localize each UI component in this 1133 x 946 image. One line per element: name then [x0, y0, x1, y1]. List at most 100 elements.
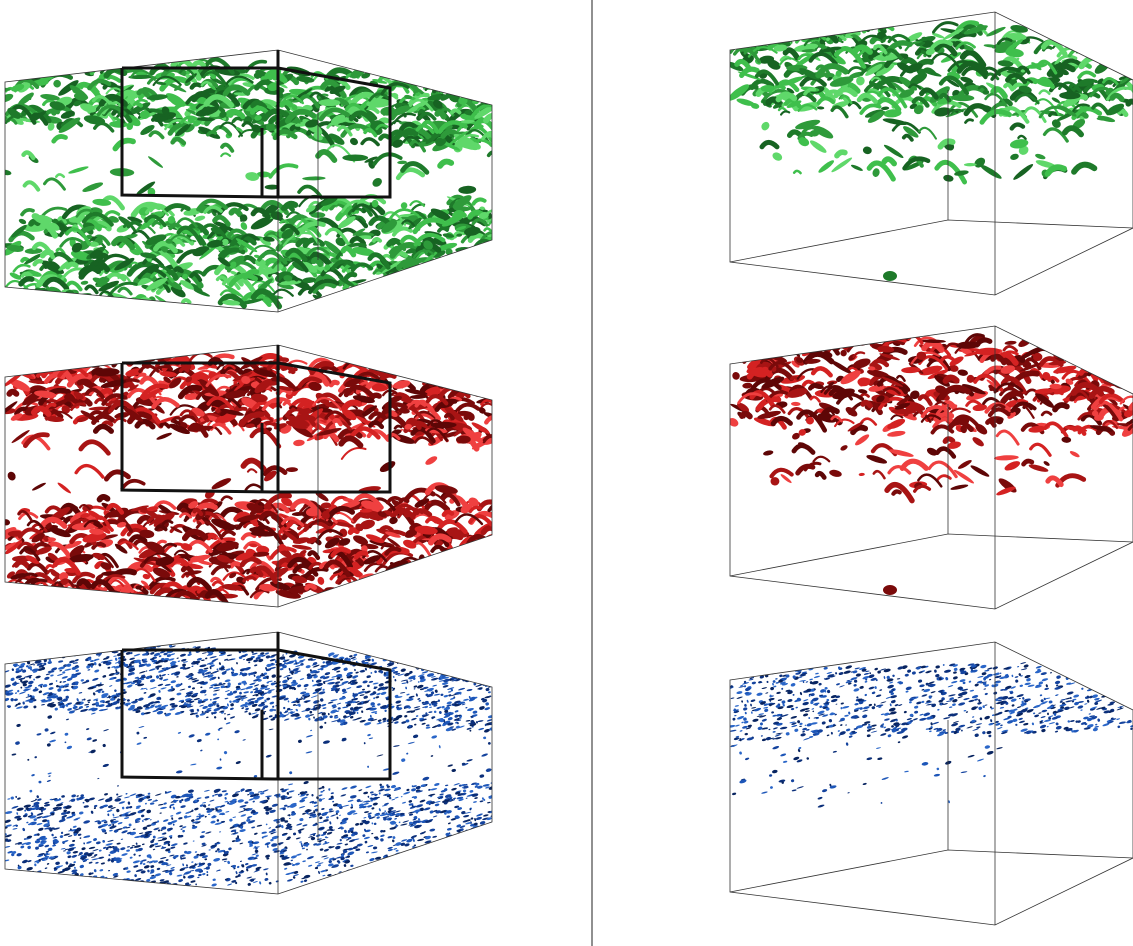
structure [453, 696, 456, 699]
structure [955, 41, 976, 50]
structure [487, 218, 492, 228]
structure [17, 655, 20, 657]
structure [228, 109, 246, 120]
structure [46, 587, 76, 600]
structure [887, 331, 911, 342]
structure [295, 237, 311, 248]
structure [763, 450, 774, 456]
structure [920, 405, 950, 419]
structure [431, 676, 436, 678]
structure [100, 562, 112, 570]
structure [266, 675, 269, 680]
structure [330, 547, 352, 558]
structure [327, 701, 334, 704]
structure [308, 717, 311, 721]
structure [487, 500, 492, 513]
structure [317, 529, 343, 540]
right-panel [729, 11, 1133, 296]
structure [1119, 395, 1133, 405]
structure [217, 676, 220, 680]
structure [920, 67, 937, 76]
structure [820, 406, 840, 418]
structure [266, 697, 271, 701]
structure [881, 156, 897, 167]
structure [99, 296, 121, 307]
structure [974, 157, 986, 168]
structure [41, 704, 45, 706]
structure [17, 639, 20, 641]
structure [1095, 346, 1117, 363]
structure [338, 683, 345, 687]
structure [334, 97, 349, 106]
structure [184, 667, 191, 670]
structure [382, 720, 387, 723]
structure [19, 637, 23, 641]
structure [94, 669, 100, 673]
structure [284, 257, 309, 273]
structure [43, 372, 66, 385]
structure [332, 684, 336, 687]
structure [733, 340, 746, 351]
structure [251, 715, 259, 719]
structure [441, 509, 455, 518]
structure [138, 671, 146, 674]
structure [411, 278, 439, 289]
structure [324, 587, 343, 596]
structure [35, 546, 52, 555]
structure [66, 663, 72, 667]
structure [336, 125, 353, 137]
structure [361, 500, 381, 512]
structure [460, 663, 465, 666]
structure [397, 68, 411, 77]
structure [62, 681, 67, 683]
structure [823, 385, 853, 401]
structure [167, 688, 174, 692]
structure [436, 718, 444, 721]
structure [61, 304, 72, 311]
structure [114, 689, 117, 692]
structure [31, 532, 45, 543]
structure [1005, 72, 1028, 84]
structure [469, 377, 485, 382]
structure [950, 108, 964, 115]
structure [313, 706, 316, 708]
structure [866, 455, 888, 464]
structure [282, 679, 288, 684]
structure [65, 350, 94, 364]
structure [466, 688, 473, 692]
structure [189, 712, 195, 716]
structure [471, 244, 492, 255]
structure [76, 416, 89, 423]
structure [286, 707, 291, 711]
structure [318, 107, 350, 122]
structure [317, 716, 322, 719]
structure [153, 240, 178, 254]
structure [292, 704, 296, 706]
structure [390, 507, 416, 520]
structure [403, 658, 410, 662]
structure [167, 673, 170, 676]
structure [1100, 365, 1110, 374]
structure [210, 227, 223, 235]
structure [74, 681, 78, 683]
structure [224, 679, 231, 683]
structure [1051, 119, 1061, 128]
structure [406, 100, 429, 114]
structure [146, 506, 159, 511]
structure [772, 28, 791, 39]
structure [206, 662, 212, 665]
structure [94, 515, 111, 527]
structure [62, 686, 65, 688]
structure [80, 679, 84, 682]
structure [33, 705, 37, 709]
structure [408, 217, 422, 230]
structure [378, 721, 381, 724]
structure [834, 418, 855, 428]
structure [47, 670, 54, 673]
structure [775, 91, 798, 103]
structure [118, 660, 121, 663]
structure [1071, 161, 1098, 175]
structure [43, 177, 66, 191]
structure [156, 539, 167, 546]
structure [770, 415, 793, 427]
